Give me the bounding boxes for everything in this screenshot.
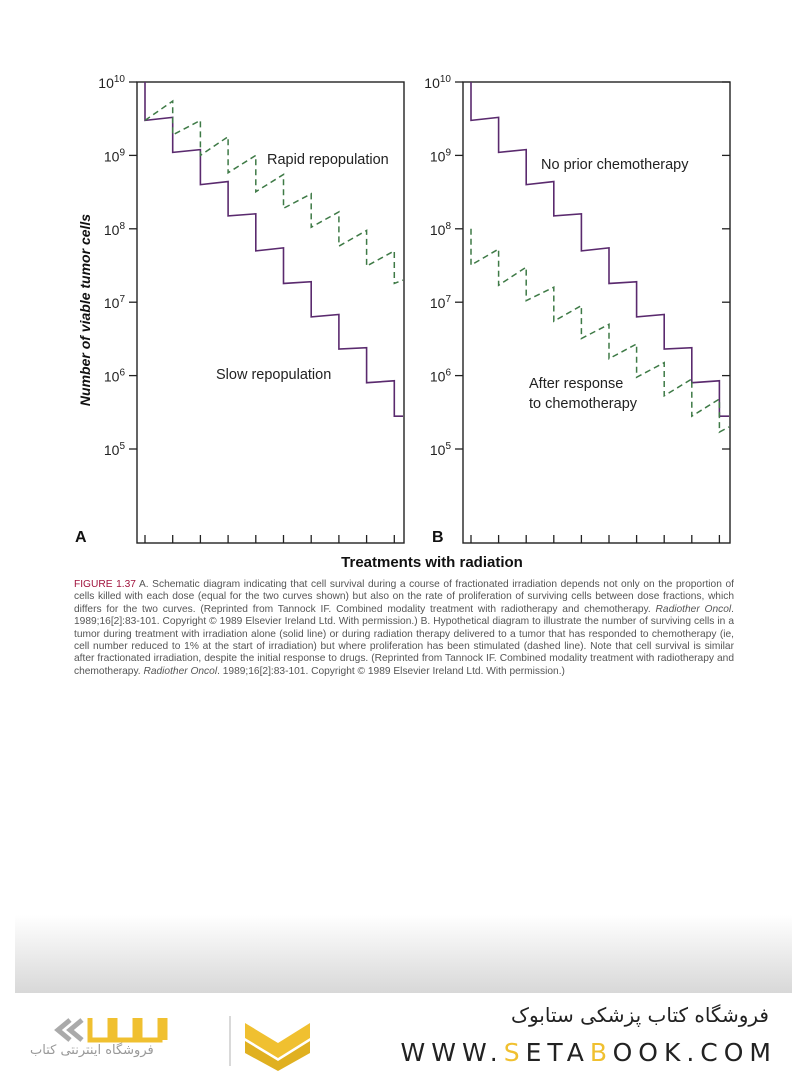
store-title: فروشگاه کتاب پزشکی ستابوک xyxy=(511,1003,769,1027)
y-tick-label: 107 xyxy=(104,294,126,311)
panel-label: B xyxy=(432,529,444,546)
series-after-response-to-chemotherapy xyxy=(470,228,730,434)
y-tick-label: 105 xyxy=(104,441,126,458)
chart-panel-b: 1010 109 108 107 106 105 B No prior chemotherap… xyxy=(424,74,731,546)
y-tick-label: 105 xyxy=(430,441,452,458)
y-tick-label: 109 xyxy=(104,147,126,164)
url-part: S xyxy=(503,1038,526,1067)
store-url[interactable]: WWW.SETABOOK.COM xyxy=(401,1038,777,1067)
y-tick-label: 106 xyxy=(430,368,452,385)
series-no-prior-chemotherapy xyxy=(470,82,729,417)
figure-1-37: 1010 109 108 107 106 105 A Rapid repopulation Sl… xyxy=(75,74,731,571)
series-label: to chemotherapy xyxy=(529,396,638,412)
series-label: Rapid repopulation xyxy=(267,152,389,168)
caption-journal: Radiother Oncol xyxy=(143,665,218,677)
figure-number: FIGURE 1.37 xyxy=(74,579,136,590)
plot-frame xyxy=(462,81,731,544)
series-label: No prior chemotherapy xyxy=(541,157,689,173)
y-tick-label: 1010 xyxy=(424,74,451,91)
page-shadow-band xyxy=(15,915,792,993)
setabook-logo xyxy=(54,1016,310,1071)
caption-text: . 1989;16[2]:83-101. Copyright © 1989 El… xyxy=(217,665,565,677)
plot-frame xyxy=(136,81,405,544)
series-rapid-repopulation xyxy=(144,99,404,285)
series-slow-repopulation xyxy=(144,82,403,417)
url-part: ETA xyxy=(525,1038,590,1067)
footer-banner: فروشگاه اینترنتی کتاب فروشگاه کتاب پزشکی… xyxy=(0,993,807,1080)
series-label: Slow repopulation xyxy=(216,367,331,383)
url-part: B xyxy=(589,1038,613,1067)
series-label: After response xyxy=(529,376,623,392)
chart-panel-a: 1010 109 108 107 106 105 A Rapid repopulation Sl… xyxy=(75,74,405,546)
y-tick-label: 1010 xyxy=(98,74,125,91)
y-tick-label: 109 xyxy=(430,147,452,164)
y-tick-label: 107 xyxy=(430,294,452,311)
logo-tagline: فروشگاه اینترنتی کتاب xyxy=(30,1043,154,1058)
y-tick-label: 108 xyxy=(430,221,452,238)
y-tick-label: 108 xyxy=(104,221,126,238)
url-part: WWW. xyxy=(400,1038,504,1067)
x-axis-label: Treatments with radiation xyxy=(341,554,523,571)
y-axis-label: Number of viable tumor cells xyxy=(77,214,93,406)
url-part: OOK.COM xyxy=(612,1038,777,1067)
figure-caption: FIGURE 1.37 A. Schematic diagram indicat… xyxy=(74,579,734,678)
panel-label: A xyxy=(75,529,87,546)
y-tick-label: 106 xyxy=(104,368,126,385)
caption-text: . 1989;16[2]:83-101. Copyright © 1989 El… xyxy=(74,603,734,677)
caption-journal: Radiother Oncol xyxy=(655,603,732,615)
caption-text: A. Schematic diagram indicating that cel… xyxy=(74,579,734,615)
